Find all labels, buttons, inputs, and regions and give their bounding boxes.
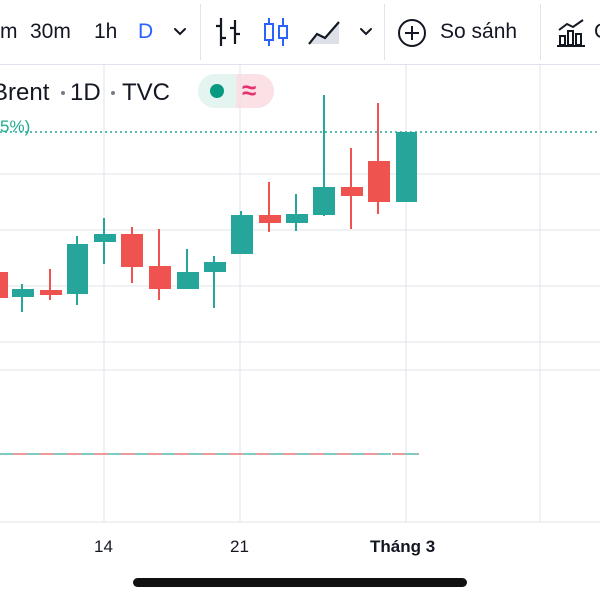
candle[interactable] xyxy=(259,182,281,232)
candles xyxy=(0,95,417,312)
chevron-down-icon[interactable] xyxy=(170,22,190,42)
symbol-exchange: TVC xyxy=(122,79,170,106)
candle[interactable] xyxy=(231,211,253,254)
candle[interactable] xyxy=(313,95,335,216)
candle[interactable] xyxy=(40,269,62,300)
x-axis-tick: 14 xyxy=(94,537,113,556)
candle[interactable] xyxy=(368,103,390,214)
market-status-pill[interactable]: ≈ xyxy=(198,74,274,108)
legend-separator xyxy=(111,91,115,95)
candle[interactable] xyxy=(12,284,34,312)
market-open-dot-icon xyxy=(210,84,224,98)
interval-30m[interactable]: 30m xyxy=(30,20,71,43)
plus-circle-icon[interactable] xyxy=(396,17,428,49)
candle[interactable] xyxy=(67,236,88,305)
candles-icon[interactable] xyxy=(260,14,292,50)
bar-chart-icon[interactable] xyxy=(213,14,245,50)
x-axis-tick: Tháng 3 xyxy=(370,537,436,556)
chart-toolbar: m 30m 1h D So sánh C xyxy=(0,0,600,65)
candle[interactable] xyxy=(121,227,143,283)
symbol-name[interactable]: Brent xyxy=(0,79,50,106)
candlestick-chart[interactable] xyxy=(0,64,600,534)
candle[interactable] xyxy=(286,194,308,231)
chevron-down-icon[interactable] xyxy=(356,22,376,42)
interval-1h[interactable]: 1h xyxy=(94,20,118,43)
interval-d[interactable]: D xyxy=(138,20,154,43)
home-indicator[interactable] xyxy=(133,578,467,587)
candle[interactable] xyxy=(149,229,171,300)
candle[interactable] xyxy=(341,148,363,229)
price-change-percent: 5%) xyxy=(0,117,31,136)
toolbar-divider xyxy=(384,4,385,60)
pill-right-segment xyxy=(236,74,274,108)
candle[interactable] xyxy=(94,218,116,264)
interval-1m[interactable]: m xyxy=(0,20,18,43)
compare-button[interactable]: So sánh xyxy=(440,20,518,43)
candle[interactable] xyxy=(396,132,417,202)
candle[interactable] xyxy=(204,256,226,308)
candle[interactable] xyxy=(177,249,199,289)
x-axis-tick: 21 xyxy=(230,537,249,556)
toolbar-divider xyxy=(200,4,201,60)
toolbar-divider xyxy=(540,4,541,60)
legend-separator xyxy=(61,91,65,95)
area-chart-icon[interactable] xyxy=(306,14,342,50)
toolbar-clipped-label: C xyxy=(594,19,600,45)
symbol-interval: 1D xyxy=(70,79,101,106)
indicators-icon[interactable] xyxy=(554,16,588,50)
approx-equal-icon: ≈ xyxy=(242,75,257,105)
candle[interactable] xyxy=(0,272,8,298)
